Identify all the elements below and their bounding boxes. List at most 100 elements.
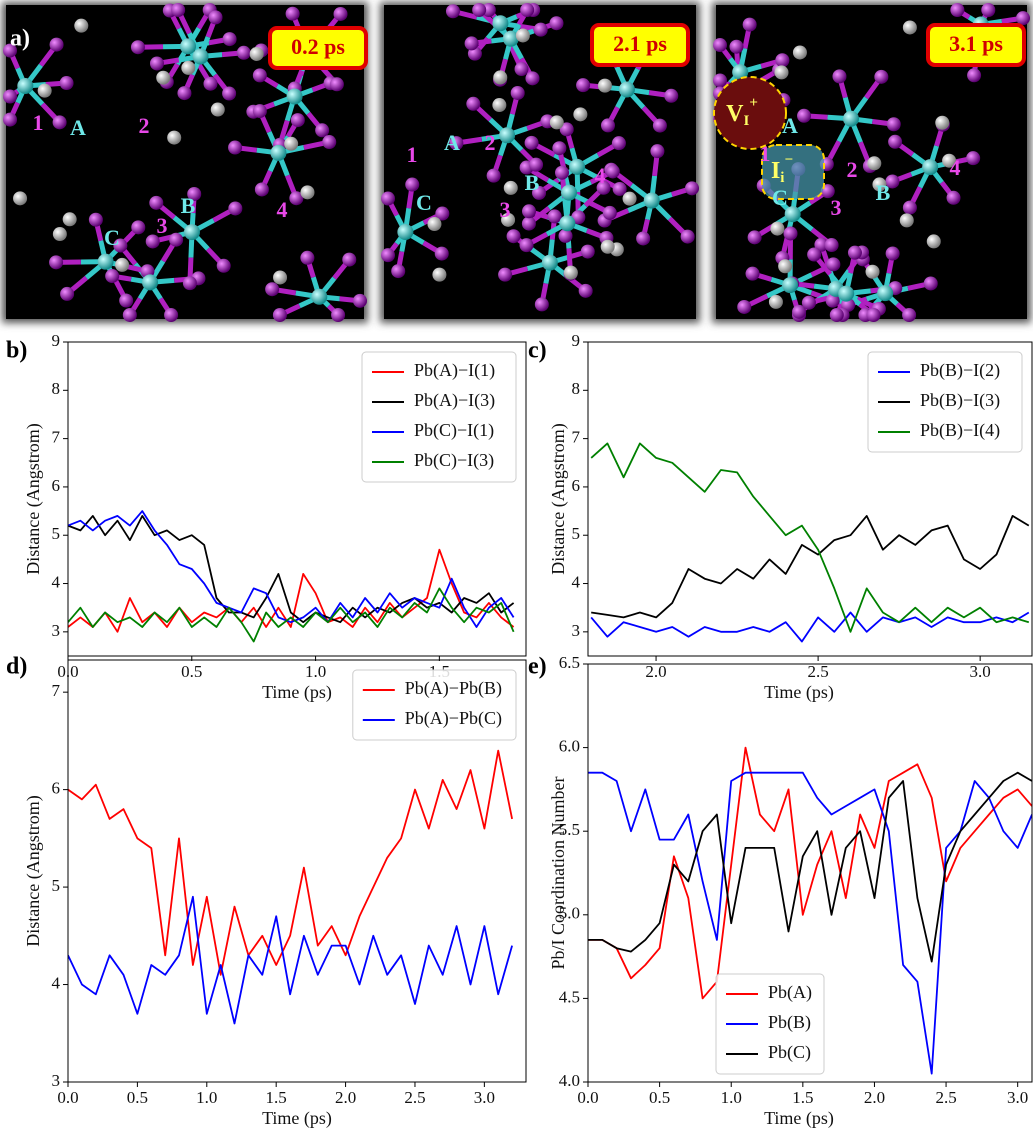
y-tick-label: 8 [52,379,61,398]
axes-frame [587,663,1033,1083]
iodide-atom [950,3,965,17]
series-line [68,587,515,643]
series-line [588,746,1032,1000]
iodide-atom [874,69,889,84]
iodide-atom [105,269,120,284]
iodide-atom [902,200,917,215]
cation-atom [770,221,785,236]
lead-atoms [397,15,660,271]
defect-subscript: i [780,170,784,186]
cation-atom [37,83,52,98]
iodide-atom [435,206,450,221]
y-tick-label: 4 [572,572,581,591]
cation-atom [249,46,264,61]
atom-label: C [416,190,432,215]
iodide-atom [177,86,192,101]
iodide-atom [228,140,243,155]
y-tick-label: 6.5 [559,653,580,672]
iodide-atom [558,228,573,243]
cation-atom [563,265,578,280]
iodide-atom [885,246,900,261]
iodide-atom [315,123,330,138]
iodide-atom [510,85,525,100]
iodide-atom [534,297,549,312]
iodide-label: 2 [139,113,150,138]
cation-atom [573,107,588,122]
cation-atom [926,234,941,249]
iodide-atom [547,209,562,224]
iodide-atom [847,245,862,260]
iodide-atom [529,157,544,172]
iodide-atom [486,168,501,183]
y-tick-label: 6 [572,476,581,495]
iodide-atom [742,17,757,32]
iodide-atom [866,308,881,322]
iodide-label: 1 [33,110,44,135]
vacancy-marker [713,76,787,150]
legend-label: Pb(A)−I(3) [414,390,495,411]
iodide-atom [650,144,665,159]
iodide-atom [966,151,981,166]
iodide-atom [981,3,996,17]
y-tick-label: 5 [572,524,581,543]
iodide-atom [434,246,449,261]
snapshot: A B C 1 2 3 4 0.2 ps [2,2,368,323]
iodide-atom [342,252,357,267]
chart: 2.0 2.5 3.0 3 4 5 6 7 8 9 Time (ps) Distance (Angst… [528,331,1033,703]
iodide-atom [885,174,900,189]
time-label: 3.1 ps [949,31,1003,56]
iodide-atom [532,185,547,200]
panel-label: a) [10,26,30,52]
y-axis-label: Distance (Angstrom) [23,795,44,946]
cation-atom [867,156,882,171]
iodide-atom [405,177,420,192]
y-tick-label: 5 [52,524,61,543]
lead-atom [183,224,200,241]
y-axis-label: Distance (Angstrom) [548,423,569,574]
y-tick-label: 4.5 [559,987,580,1006]
iodide-atom [164,308,179,322]
x-tick-label: 3.0 [474,1088,495,1107]
cation-atom [768,294,783,309]
iodide-atom [521,216,536,231]
iodide-label: 3 [831,195,842,220]
lead-atom [142,274,159,291]
iodide-atom [713,38,727,53]
axes-frame [67,659,527,1083]
iodide-atom [445,4,460,19]
cation-atom [600,239,615,254]
iodide-atom [113,238,128,253]
lead-atom [17,77,34,94]
iodide-atom [832,69,847,84]
cation-atom [597,78,612,93]
lead-atom [838,285,855,302]
x-tick-label: 2.5 [404,1088,425,1107]
y-tick-label: 5.0 [559,904,580,923]
iodide-label: 1 [407,142,418,167]
cation-atom [13,191,28,206]
iodide-label: 1 [760,141,771,166]
iodide-atom [685,181,699,196]
iodide-atom [807,247,822,262]
time-box [926,23,1026,67]
atom-label: B [876,180,891,205]
iodide-label: 4 [277,197,288,222]
cation-atom [865,264,880,279]
series-line [68,895,513,1025]
iodide-atom [552,141,567,156]
iodide-atom [514,62,529,77]
x-tick-label: 1.0 [305,662,326,681]
iodide-atom [49,255,64,270]
iodide-label: 3 [500,197,511,222]
lead-atom [643,192,660,209]
iodide-atom [464,36,479,51]
iodide-atom [187,186,202,201]
iodide-atom [664,88,679,103]
y-tick-label: 4.0 [559,1071,580,1090]
x-axis-label: Time (ps) [764,682,834,703]
lead-atom [569,158,586,175]
iodide-atom [381,191,395,206]
y-tick-label: 9 [572,331,581,350]
cation-atom [210,102,225,117]
lead-atom [311,288,328,305]
